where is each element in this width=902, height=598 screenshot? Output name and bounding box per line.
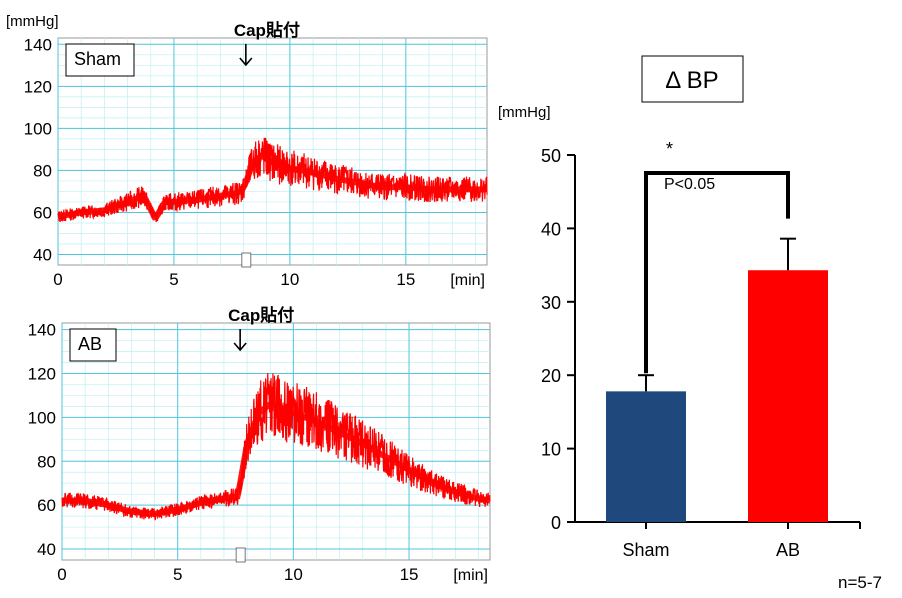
- y-tick-label: 40: [33, 245, 52, 264]
- y-tick-label: 40: [541, 219, 561, 239]
- significance-label: P<0.05: [664, 176, 715, 193]
- annotation-label: Cap貼付: [228, 305, 294, 325]
- x-tick-label: 15: [396, 270, 415, 289]
- group-label: AB: [78, 334, 102, 354]
- significance-bracket: [644, 171, 790, 374]
- trace-mean-band: [62, 401, 491, 517]
- y-tick-label: 140: [24, 35, 52, 54]
- x-tick-label: 15: [400, 565, 419, 584]
- y-tick-label: 20: [541, 366, 561, 386]
- y-axis-label: [mmHg]: [498, 104, 551, 121]
- y-tick-label: 100: [28, 408, 56, 427]
- y-tick-label: 80: [37, 452, 56, 471]
- y-tick-label: 0: [551, 513, 561, 533]
- annotation-arrow: [239, 44, 253, 67]
- y-tick-label: 140: [28, 321, 56, 340]
- x-axis-label: [min]: [453, 567, 488, 584]
- y-tick-label: 120: [24, 77, 52, 96]
- significance-star: *: [666, 139, 673, 159]
- x-tick-label: 0: [53, 270, 62, 289]
- event-marker: [235, 547, 246, 563]
- y-tick-label: 30: [541, 293, 561, 313]
- y-tick-label: 60: [33, 203, 52, 222]
- bar-sham: [606, 391, 686, 522]
- event-marker: [241, 252, 252, 268]
- group-label: Sham: [74, 49, 121, 69]
- x-tick-label: AB: [776, 540, 800, 560]
- y-axis-label: [mmHg]: [6, 13, 59, 30]
- y-tick-label: 120: [28, 364, 56, 383]
- annotation-label: Cap貼付: [234, 20, 300, 40]
- bar-ab: [748, 270, 828, 522]
- sample-size-note: n=5-7: [838, 573, 882, 592]
- x-tick-label: 0: [57, 565, 66, 584]
- x-axis-label: [min]: [450, 272, 485, 289]
- x-tick-label: Sham: [622, 540, 669, 560]
- x-tick-label: 5: [173, 565, 182, 584]
- y-tick-label: 80: [33, 161, 52, 180]
- y-tick-label: 50: [541, 146, 561, 166]
- plot-area: [61, 322, 491, 561]
- group-label-box: [65, 43, 135, 77]
- x-tick-label: 5: [169, 270, 178, 289]
- group-label-box: [69, 328, 117, 362]
- y-tick-label: 60: [37, 496, 56, 515]
- y-tick-label: 10: [541, 440, 561, 460]
- x-tick-label: 10: [280, 270, 299, 289]
- y-tick-label: 100: [24, 119, 52, 138]
- x-tick-label: 10: [284, 565, 303, 584]
- trace-mean-band: [57, 152, 487, 221]
- y-tick-label: 40: [37, 540, 56, 559]
- annotation-arrow: [233, 329, 247, 352]
- chart-title: Δ BP: [665, 67, 718, 94]
- chart-title-box: [641, 55, 744, 103]
